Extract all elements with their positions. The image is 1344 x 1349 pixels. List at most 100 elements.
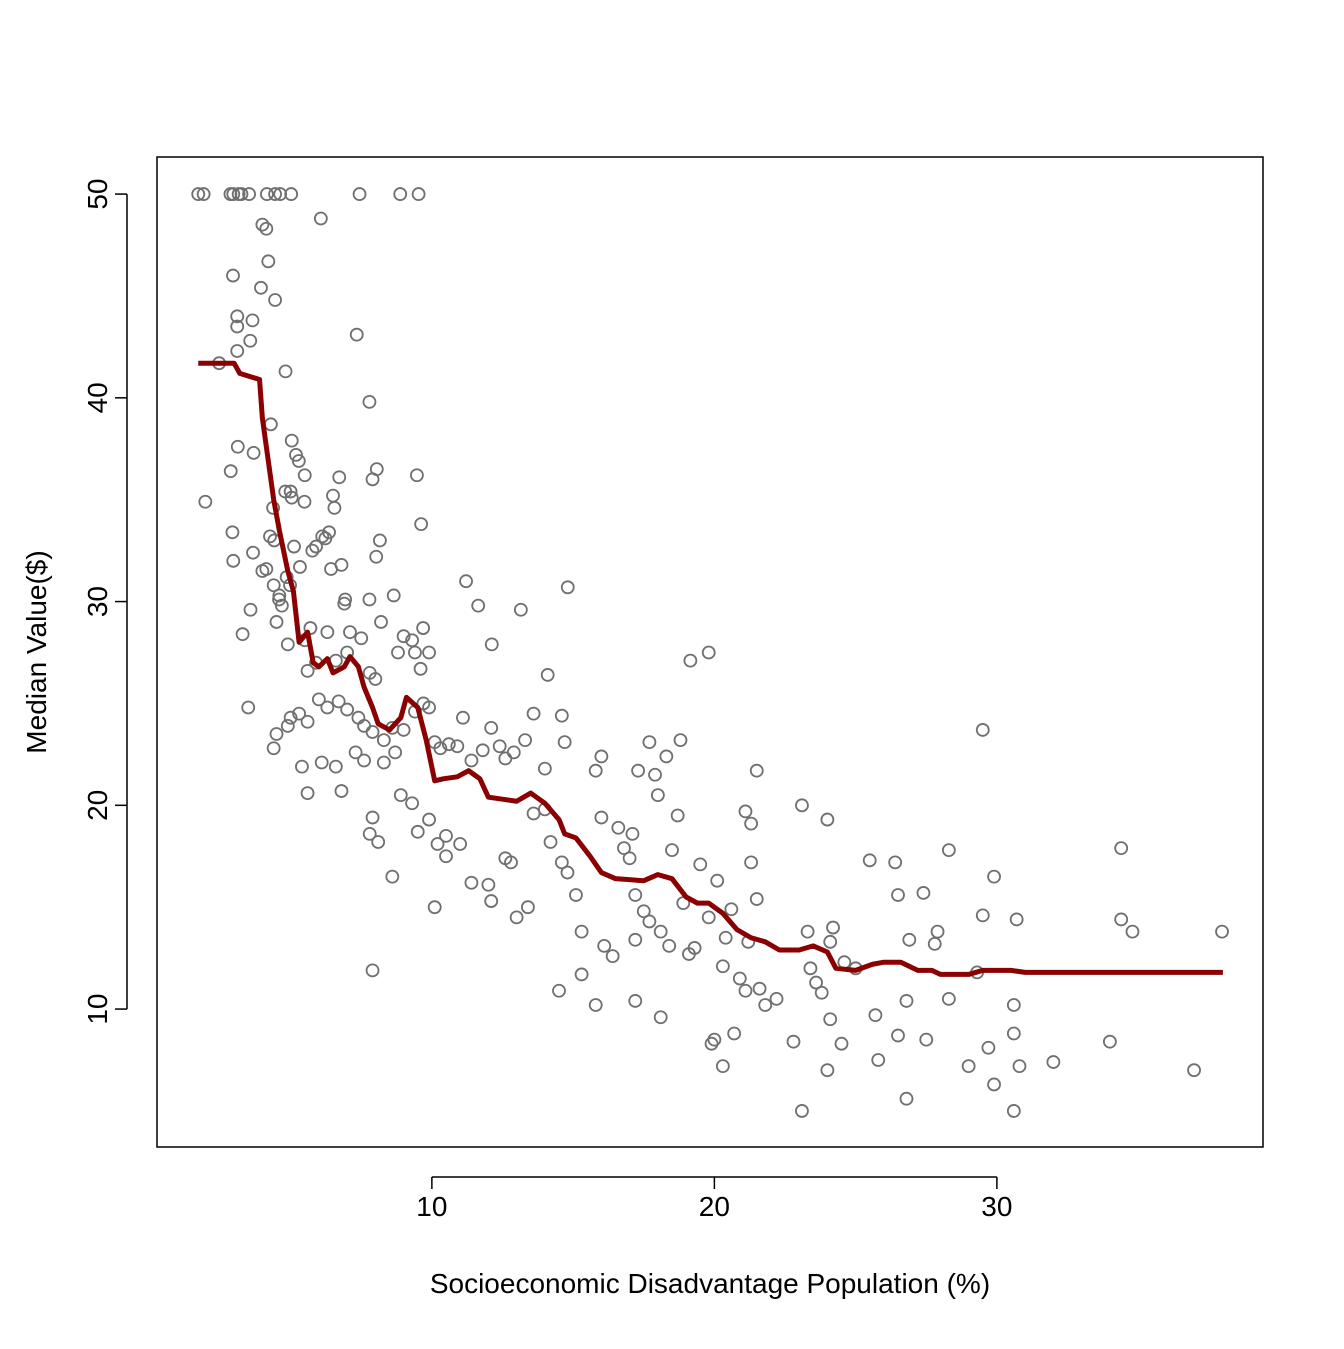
data-point <box>263 529 277 544</box>
data-point <box>259 562 274 576</box>
data-point <box>348 745 363 760</box>
data-point <box>1006 998 1021 1012</box>
data-point <box>569 888 583 902</box>
data-point <box>552 983 566 998</box>
data-point <box>738 804 753 819</box>
data-point <box>975 723 990 737</box>
data-point <box>809 975 823 990</box>
data-point <box>369 549 384 564</box>
data-point <box>371 835 386 849</box>
data-point <box>226 187 241 201</box>
data-point <box>628 888 643 902</box>
data-point <box>484 894 499 908</box>
data-point <box>987 869 1001 884</box>
data-point <box>800 924 815 939</box>
data-point <box>245 313 260 328</box>
data-point <box>315 529 330 544</box>
data-point <box>396 629 411 644</box>
data-point <box>408 645 422 660</box>
data-point <box>1006 1104 1021 1118</box>
y-tick-label: 10 <box>82 993 113 1024</box>
data-point <box>543 835 558 849</box>
data-point <box>376 755 391 770</box>
data-point <box>385 869 400 884</box>
data-point <box>526 806 541 821</box>
data-point <box>484 720 499 735</box>
data-point <box>327 500 342 515</box>
data-point <box>758 998 773 1012</box>
data-point <box>272 588 287 603</box>
data-point <box>352 187 367 201</box>
data-point <box>795 798 809 813</box>
data-point <box>314 755 329 770</box>
data-point <box>300 786 315 800</box>
data-point <box>662 939 677 953</box>
data-point <box>362 826 377 841</box>
data-point <box>605 949 620 963</box>
data-point <box>749 763 764 778</box>
data-point <box>230 344 245 358</box>
data-point <box>191 187 206 201</box>
data-point <box>411 187 426 201</box>
data-point <box>588 998 603 1012</box>
data-point <box>744 816 759 831</box>
data-point <box>259 221 274 236</box>
data-point <box>280 637 295 652</box>
data-point <box>941 991 956 1006</box>
data-point <box>642 735 657 750</box>
data-point <box>560 865 575 880</box>
data-point <box>715 959 730 974</box>
data-point <box>198 494 213 509</box>
data-point <box>823 1012 838 1027</box>
y-tick-label: 50 <box>82 179 113 210</box>
data-point <box>410 824 425 839</box>
data-point <box>362 395 377 409</box>
data-point <box>320 625 335 640</box>
x-tick-label: 30 <box>981 1191 1012 1222</box>
data-point <box>987 1077 1001 1092</box>
data-point <box>313 211 328 226</box>
data-point <box>1012 1059 1027 1074</box>
data-point <box>899 994 914 1008</box>
data-point <box>899 1091 914 1106</box>
data-point <box>471 598 486 613</box>
data-point <box>653 1010 668 1025</box>
data-point <box>297 494 312 509</box>
data-point <box>241 700 256 715</box>
data-point <box>287 539 301 554</box>
data-point <box>300 714 315 729</box>
data-point <box>636 904 651 919</box>
data-point <box>554 708 569 723</box>
data-point <box>376 733 391 748</box>
data-point <box>659 749 674 764</box>
data-point <box>293 560 307 574</box>
data-point <box>481 877 496 892</box>
data-point <box>230 439 245 454</box>
data-point <box>354 631 369 646</box>
data-point <box>617 841 631 856</box>
data-point <box>981 1040 996 1055</box>
data-point <box>628 994 643 1008</box>
data-point <box>340 702 355 717</box>
data-point <box>273 187 288 201</box>
data-point <box>292 706 306 721</box>
data-point <box>540 668 555 682</box>
data-point <box>422 645 436 660</box>
data-point <box>464 875 479 890</box>
data-point <box>484 637 499 652</box>
data-point <box>365 472 380 487</box>
data-point <box>1006 1026 1021 1041</box>
plot-frame <box>156 156 1264 1148</box>
data-point <box>365 963 380 978</box>
data-point <box>328 759 343 774</box>
data-point <box>439 828 453 843</box>
x-tick-label: 20 <box>699 1191 730 1222</box>
data-point <box>902 932 917 947</box>
data-point <box>226 268 240 283</box>
data-point <box>521 900 535 915</box>
data-point <box>537 761 552 776</box>
data-point <box>318 531 333 546</box>
data-point <box>266 741 281 756</box>
data-point <box>263 417 278 432</box>
